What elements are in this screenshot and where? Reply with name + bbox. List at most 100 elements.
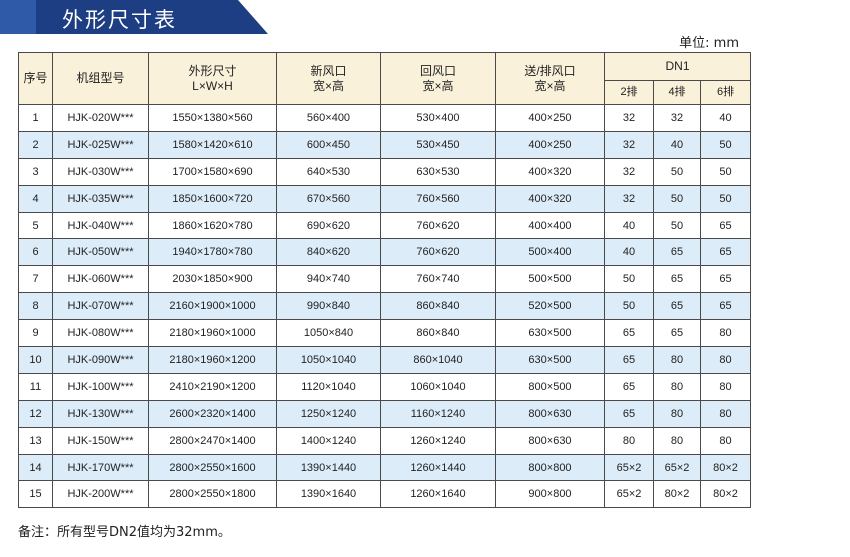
cell-dn-4: 50: [653, 211, 701, 240]
header-supply-label: 送/排风口: [524, 63, 576, 78]
cell-dn-4: 32: [653, 104, 701, 132]
table-row: 3 HJK-030W*** 1700×1580×690 640×530 630×530 4…: [18, 157, 752, 186]
cell-dims: 2030×1850×900: [148, 265, 277, 294]
cell-model: HJK-035W***: [52, 184, 149, 213]
cell-model: HJK-100W***: [52, 372, 149, 401]
table-row: 7 HJK-060W*** 2030×1850×900 940×740 760×740 5…: [18, 265, 752, 294]
cell-return: 1060×1040: [380, 372, 496, 401]
cell-supply: 500×400: [495, 238, 605, 267]
cell-dn-6: 80×2: [699, 453, 752, 482]
cell-dn-2: 65×2: [604, 480, 654, 509]
cell-return: 1260×1640: [380, 480, 496, 509]
cell-model: HJK-025W***: [52, 130, 149, 159]
cell-supply: 800×630: [495, 426, 605, 455]
cell-dn-2: 65: [604, 399, 654, 428]
cell-fresh: 940×740: [276, 265, 381, 294]
cell-fresh: 670×560: [276, 184, 381, 213]
cell-supply: 500×500: [495, 265, 605, 294]
cell-model: HJK-050W***: [52, 238, 149, 267]
cell-dims: 1700×1580×690: [148, 157, 277, 186]
cell-return: 760×620: [380, 238, 496, 267]
cell-fresh: 690×620: [276, 211, 381, 240]
header-supply: 送/排风口 宽×高: [495, 52, 605, 105]
cell-dn-2: 50: [604, 265, 654, 294]
header-dn: DN1: [603, 52, 752, 81]
cell-supply: 400×250: [495, 130, 605, 159]
cell-return: 760×620: [380, 211, 496, 240]
cell-fresh: 560×400: [276, 104, 381, 132]
cell-dn-4: 80: [653, 426, 701, 455]
cell-seq: 12: [18, 399, 53, 428]
cell-supply: 400×320: [495, 157, 605, 186]
cell-model: HJK-020W***: [52, 104, 149, 132]
header-model: 机组型号: [52, 52, 149, 105]
cell-seq: 3: [18, 157, 53, 186]
cell-fresh: 1400×1240: [276, 426, 381, 455]
table-row: 1 HJK-020W*** 1550×1380×560 560×400 530×400 4…: [18, 104, 752, 132]
cell-dn-4: 80×2: [653, 480, 701, 509]
table-row: 15 HJK-200W*** 2800×2550×1800 1390×1640 1260…: [18, 480, 752, 509]
cell-dn-4: 65: [653, 265, 701, 294]
cell-dn-6: 50: [699, 130, 752, 159]
cell-dn-4: 65: [653, 238, 701, 267]
header-dims-sub: L×W×H: [192, 78, 233, 93]
table-row: 8 HJK-070W*** 2160×1900×1000 990×840 860×840…: [18, 292, 752, 321]
cell-supply: 630×500: [495, 346, 605, 374]
header-dn-2: 2排: [604, 80, 654, 105]
cell-fresh: 1250×1240: [276, 399, 381, 428]
cell-dn-4: 80: [653, 372, 701, 401]
dimension-table: 序号 机组型号 外形尺寸 L×W×H 新风口 宽×高 回风口 宽×高 送/排风口 宽×高…: [18, 52, 752, 509]
cell-dn-2: 65: [604, 372, 654, 401]
cell-dims: 2800×2550×1800: [148, 480, 277, 509]
cell-dn-2: 32: [604, 130, 654, 159]
cell-return: 1260×1440: [380, 453, 496, 482]
cell-return: 1160×1240: [380, 399, 496, 428]
cell-dims: 2600×2320×1400: [148, 399, 277, 428]
cell-dims: 2800×2470×1400: [148, 426, 277, 455]
cell-dn-6: 40: [699, 104, 752, 132]
cell-dims: 1850×1600×720: [148, 184, 277, 213]
cell-return: 530×400: [380, 104, 496, 132]
cell-supply: 630×500: [495, 319, 605, 348]
cell-return: 860×840: [380, 319, 496, 348]
table-row: 6 HJK-050W*** 1940×1780×780 840×620 760×620 5…: [18, 238, 752, 267]
cell-seq: 11: [18, 372, 53, 401]
cell-return: 860×840: [380, 292, 496, 321]
header-dims: 外形尺寸 L×W×H: [148, 52, 277, 105]
header-seq: 序号: [18, 52, 53, 105]
cell-dims: 2160×1900×1000: [148, 292, 277, 321]
cell-model: HJK-060W***: [52, 265, 149, 294]
cell-supply: 800×630: [495, 399, 605, 428]
cell-return: 530×450: [380, 130, 496, 159]
cell-dn-6: 65: [699, 265, 752, 294]
cell-dn-6: 80: [699, 319, 752, 348]
table-row: 12 HJK-130W*** 2600×2320×1400 1250×1240 1160…: [18, 399, 752, 428]
cell-dn-2: 32: [604, 157, 654, 186]
table-body: 1 HJK-020W*** 1550×1380×560 560×400 530×400 4…: [18, 104, 752, 509]
cell-dims: 1860×1620×780: [148, 211, 277, 240]
cell-dn-6: 65: [699, 238, 752, 267]
cell-fresh: 1120×1040: [276, 372, 381, 401]
cell-dn-2: 65×2: [604, 453, 654, 482]
cell-seq: 7: [18, 265, 53, 294]
cell-dims: 1550×1380×560: [148, 104, 277, 132]
cell-dn-6: 80: [699, 426, 752, 455]
table-row: 11 HJK-100W*** 2410×2190×1200 1120×1040 1060…: [18, 372, 752, 401]
cell-dn-4: 65×2: [653, 453, 701, 482]
cell-model: HJK-040W***: [52, 211, 149, 240]
cell-dn-6: 65: [699, 211, 752, 240]
cell-seq: 4: [18, 184, 53, 213]
cell-fresh: 1050×1040: [276, 346, 381, 374]
cell-model: HJK-170W***: [52, 453, 149, 482]
cell-fresh: 840×620: [276, 238, 381, 267]
footnote: 备注：所有型号DN2值均为32mm。: [18, 525, 231, 540]
cell-dims: 2180×1960×1200: [148, 346, 277, 374]
cell-seq: 9: [18, 319, 53, 348]
cell-seq: 1: [18, 104, 53, 132]
cell-supply: 400×400: [495, 211, 605, 240]
header-fresh: 新风口 宽×高: [276, 52, 381, 105]
table-row: 9 HJK-080W*** 2180×1960×1000 1050×840 860×84…: [18, 319, 752, 348]
page-title: 外形尺寸表: [62, 8, 177, 32]
table-row: 10 HJK-090W*** 2180×1960×1200 1050×1040 860×…: [18, 346, 752, 374]
cell-seq: 6: [18, 238, 53, 267]
